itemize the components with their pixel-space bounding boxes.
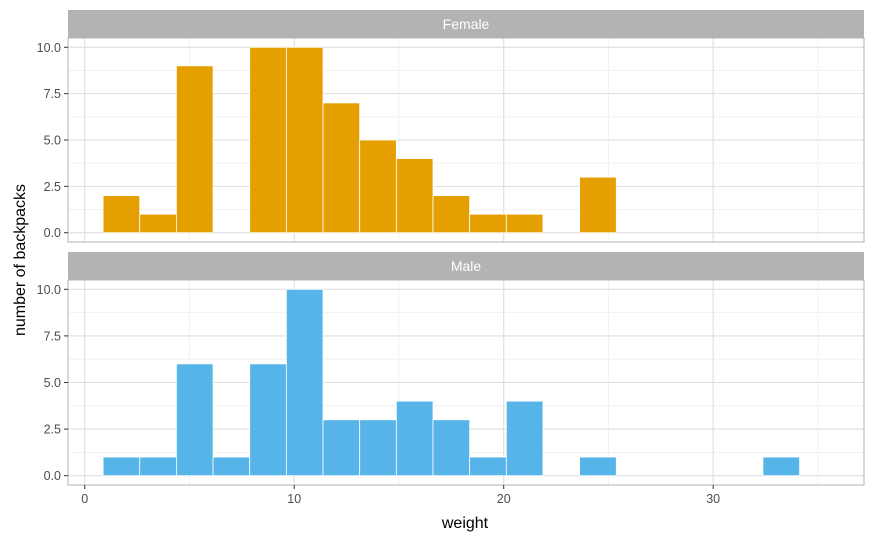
facet-panel-female: Female 0.0 2.5 5.0 7.5 10.0 <box>37 10 865 243</box>
facet-strip-label: Female <box>443 16 490 32</box>
histogram-bar <box>285 288 324 477</box>
histogram-bar <box>395 400 434 477</box>
histogram-bar <box>212 456 251 477</box>
histogram-bar <box>322 419 361 477</box>
histogram-bar <box>176 65 214 234</box>
x-tick-label: 0 <box>81 492 88 506</box>
histogram-bar <box>249 46 287 234</box>
histogram-bar <box>359 419 397 477</box>
facet-strip <box>68 10 864 38</box>
histogram-bar <box>579 456 617 477</box>
histogram-bar <box>579 176 617 234</box>
histogram-bar <box>395 158 434 234</box>
y-tick-label: 5.0 <box>44 376 61 390</box>
y-tick-label: 2.5 <box>44 180 61 194</box>
histogram-bar <box>285 46 324 234</box>
histogram-bar <box>469 456 507 477</box>
x-tick-label: 20 <box>497 492 511 506</box>
y-tick-label: 0.0 <box>44 469 61 483</box>
facet-strip <box>68 252 864 280</box>
histogram-bar <box>505 213 544 234</box>
facet-panel-male: Male 0.0 2.5 5.0 7.5 10.0 0 10 20 30 <box>37 252 865 506</box>
histogram-bar <box>762 456 800 477</box>
histogram-bar <box>102 456 141 477</box>
x-tick-label: 10 <box>287 492 301 506</box>
histogram-bar <box>322 102 361 234</box>
x-axis-title: weight <box>441 515 489 532</box>
histogram-bar <box>102 195 141 234</box>
y-axis-title: number of backpacks <box>12 184 29 336</box>
facet-strip-label: Male <box>451 258 482 274</box>
y-tick-label: 0.0 <box>44 226 61 240</box>
histogram-bar <box>432 419 471 477</box>
histogram-bar <box>139 456 177 477</box>
histogram-bar <box>359 139 397 234</box>
y-tick-label: 5.0 <box>44 134 61 148</box>
histogram-bar <box>249 363 287 477</box>
y-tick-label: 7.5 <box>44 87 61 101</box>
y-tick-label: 10.0 <box>37 41 61 55</box>
y-tick-label: 10.0 <box>37 283 61 297</box>
y-tick-label: 2.5 <box>44 423 61 437</box>
histogram-bar <box>432 195 471 234</box>
y-tick-label: 7.5 <box>44 329 61 343</box>
histogram-bar <box>176 363 214 477</box>
histogram-bar <box>469 213 507 234</box>
histogram-bar <box>505 400 544 477</box>
histogram-bar <box>139 213 177 234</box>
x-tick-label: 30 <box>706 492 720 506</box>
